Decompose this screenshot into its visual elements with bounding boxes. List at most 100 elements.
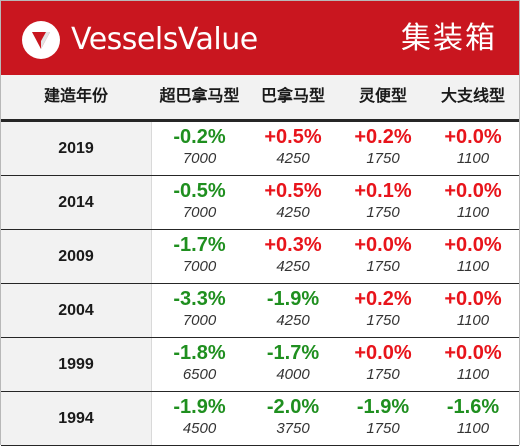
build-year-cell: 2014 xyxy=(1,176,152,229)
base-value: 1750 xyxy=(366,150,400,167)
base-value: 1750 xyxy=(366,312,400,329)
value-change: -3.3% xyxy=(173,288,226,310)
value-cell: -1.7% 4000 xyxy=(248,338,338,391)
value-cell: +0.0% 1100 xyxy=(428,176,518,229)
build-year: 2014 xyxy=(58,194,94,211)
column-header-post-panamax: 超巴拿马型 xyxy=(159,88,240,105)
value-change: +0.0% xyxy=(444,180,502,202)
base-value: 1100 xyxy=(456,420,490,437)
value-change: -0.2% xyxy=(173,126,226,148)
build-year: 2019 xyxy=(58,140,94,157)
value-cell: -1.6% 1100 xyxy=(428,392,518,445)
value-change: +0.0% xyxy=(354,234,412,256)
value-change: +0.5% xyxy=(264,180,322,202)
base-value: 4250 xyxy=(276,204,310,221)
value-change: -1.9% xyxy=(266,288,320,310)
base-value: 4250 xyxy=(276,150,310,167)
table-row: 2009 -1.7% 7000 +0.3% 4250 +0.0% 1750 +0.0% 1100 xyxy=(1,230,519,284)
base-value: 4250 xyxy=(276,312,310,329)
build-year-cell: 1994 xyxy=(1,392,152,445)
build-year: 2009 xyxy=(58,248,94,265)
value-cell: +0.3% 4250 xyxy=(248,230,338,283)
base-value: 1750 xyxy=(366,366,400,383)
value-cell: +0.0% 1100 xyxy=(428,230,518,283)
value-cell: +0.0% 1100 xyxy=(428,284,518,337)
build-year: 2004 xyxy=(58,302,94,319)
table-row: 2014 -0.5% 7000 +0.5% 4250 +0.1% 1750 +0.0% 1100 xyxy=(1,176,519,230)
build-year-cell: 2004 xyxy=(1,284,152,337)
base-value: 7000 xyxy=(182,150,217,167)
table-row: 2019 -0.2% 7000 +0.5% 4250 +0.2% 1750 +0.0% 1100 xyxy=(1,122,519,176)
base-value: 1100 xyxy=(456,258,490,275)
value-cell: -1.9% 1750 xyxy=(338,392,428,445)
value-cell: +0.0% 1100 xyxy=(428,122,518,175)
value-cell: +0.0% 1100 xyxy=(428,338,518,391)
build-year-cell: 2009 xyxy=(1,230,152,283)
value-change: +0.3% xyxy=(264,234,322,256)
page-title: 集装箱 xyxy=(401,21,497,56)
value-change: +0.0% xyxy=(444,288,502,310)
brand-name: VesselsValue xyxy=(71,22,258,57)
value-cell: -3.3% 7000 xyxy=(151,284,248,337)
value-cell: -0.2% 7000 xyxy=(151,122,248,175)
column-header-build-year: 建造年份 xyxy=(43,88,108,105)
value-change: +0.1% xyxy=(354,180,412,202)
vesselsvalue-logo-icon xyxy=(22,21,60,59)
value-cell: -1.8% 6500 xyxy=(151,338,248,391)
value-cell: +0.0% 1750 xyxy=(338,338,428,391)
value-cell: +0.5% 4250 xyxy=(248,176,338,229)
value-change: +0.0% xyxy=(444,342,502,364)
value-cell: -0.5% 7000 xyxy=(151,176,248,229)
base-value: 4250 xyxy=(276,258,310,275)
table-header: 建造年份 超巴拿马型 巴拿马型 灵便型 大支线型 xyxy=(1,75,519,122)
value-change: +0.2% xyxy=(354,288,412,310)
value-change: -0.5% xyxy=(173,180,226,202)
build-year-cell: 1999 xyxy=(1,338,152,391)
base-value: 1750 xyxy=(366,204,400,221)
value-change: -1.7% xyxy=(173,234,226,256)
value-change: -1.9% xyxy=(173,396,226,418)
base-value: 7000 xyxy=(182,258,217,275)
value-change: -1.8% xyxy=(173,342,226,364)
value-cell: +0.5% 4250 xyxy=(248,122,338,175)
value-cell: -1.9% 4500 xyxy=(151,392,248,445)
value-cell: +0.1% 1750 xyxy=(338,176,428,229)
column-header-feeder-max: 大支线型 xyxy=(440,88,505,105)
value-change: -1.7% xyxy=(266,342,320,364)
base-value: 4000 xyxy=(276,366,310,383)
value-change: +0.0% xyxy=(444,126,502,148)
base-value: 1100 xyxy=(456,150,490,167)
value-cell: +0.0% 1750 xyxy=(338,230,428,283)
base-value: 1100 xyxy=(456,312,490,329)
base-value: 1750 xyxy=(366,258,400,275)
base-value: 6500 xyxy=(182,366,217,383)
column-header-panamax: 巴拿马型 xyxy=(260,88,325,105)
value-change: +0.0% xyxy=(354,342,412,364)
build-year-cell: 2019 xyxy=(1,122,152,175)
value-change: -1.6% xyxy=(446,396,500,418)
table-row: 2004 -3.3% 7000 -1.9% 4250 +0.2% 1750 +0.0% 1100 xyxy=(1,284,519,338)
base-value: 1750 xyxy=(366,420,400,437)
base-value: 3750 xyxy=(276,420,310,437)
base-value: 4500 xyxy=(182,420,217,437)
base-value: 1100 xyxy=(456,204,490,221)
value-change: +0.0% xyxy=(444,234,502,256)
header-bar: VesselsValue 集装箱 xyxy=(1,1,519,75)
value-cell: -1.9% 4250 xyxy=(248,284,338,337)
value-cell: +0.2% 1750 xyxy=(338,122,428,175)
value-cell: -2.0% 3750 xyxy=(248,392,338,445)
value-change: +0.2% xyxy=(354,126,412,148)
value-cell: +0.2% 1750 xyxy=(338,284,428,337)
table-row: 1994 -1.9% 4500 -2.0% 3750 -1.9% 1750 -1.6% 1100 xyxy=(1,392,519,446)
value-change: -2.0% xyxy=(266,396,320,418)
base-value: 7000 xyxy=(182,312,217,329)
build-year: 1999 xyxy=(58,356,94,373)
value-change: +0.5% xyxy=(264,126,322,148)
base-value: 1100 xyxy=(456,366,490,383)
value-cell: -1.7% 7000 xyxy=(151,230,248,283)
build-year: 1994 xyxy=(58,410,94,427)
column-header-handy: 灵便型 xyxy=(358,88,407,105)
base-value: 7000 xyxy=(182,204,217,221)
table-row: 1999 -1.8% 6500 -1.7% 4000 +0.0% 1750 +0.0% 1100 xyxy=(1,338,519,392)
